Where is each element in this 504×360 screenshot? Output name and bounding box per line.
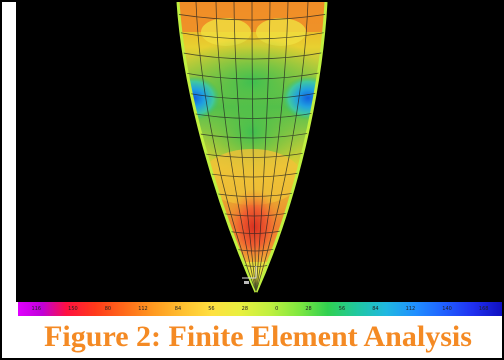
figure-caption: Figure 2: Finite Element Analysis	[44, 320, 472, 353]
cone-edge-right	[254, 2, 328, 293]
cone-body	[178, 2, 326, 292]
legend-tick: 116	[31, 306, 42, 312]
mesh-grid	[178, 2, 326, 292]
legend-tick: 168	[478, 306, 489, 312]
legend-tick: 0	[275, 306, 279, 312]
legend-tick: 28	[241, 306, 249, 312]
legend-tick: 84	[174, 306, 182, 312]
legend-tick: 84	[372, 306, 379, 312]
axis-triad-icon	[242, 266, 257, 284]
fea-viewport	[16, 2, 502, 302]
cone-edge-left	[176, 2, 258, 293]
color-legend-ticks: 116 150 80 112 84 56 28 0 28 56 84 112 1…	[18, 302, 502, 316]
legend-tick: 28	[305, 306, 312, 312]
legend-tick: 112	[138, 306, 148, 312]
fea-mesh-render	[176, 2, 328, 293]
legend-tick: 80	[104, 306, 112, 312]
legend-tick: 56	[208, 306, 215, 312]
color-legend-bar	[18, 302, 502, 316]
legend-tick: 56	[338, 306, 346, 312]
legend-tick: 112	[405, 306, 416, 312]
legend-tick: 140	[442, 306, 452, 312]
legend-tick: 150	[68, 306, 78, 312]
